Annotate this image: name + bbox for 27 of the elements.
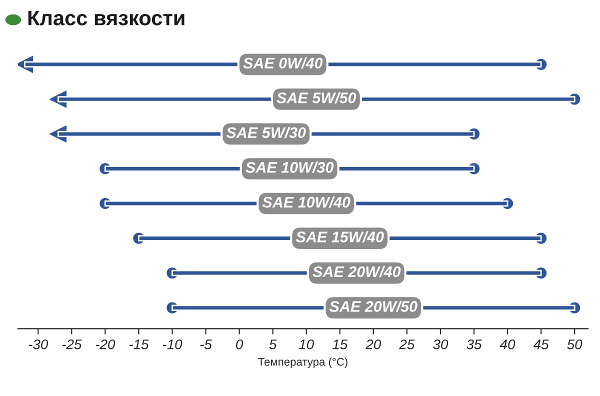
x-tick-label: 0 — [236, 339, 244, 350]
x-tick-label: 20 — [366, 339, 382, 350]
x-tick-label: 5 — [269, 340, 277, 350]
y-tick-label: SAE 0W/40 — [243, 57, 323, 69]
x-tick-label: 45 — [533, 340, 549, 350]
y-tick-label: SAE 15W/40 — [296, 231, 384, 243]
y-tick-label: SAE 10W/40 — [262, 196, 350, 208]
y-tick-label: SAE 5W/30 — [226, 126, 306, 138]
x-axis-title: Температура (°С) — [258, 358, 348, 368]
x-tick-label: -15 — [129, 340, 149, 350]
x-tick-label: 30 — [433, 339, 448, 350]
y-tick-label: SAE 10W/30 — [246, 162, 334, 173]
x-tick-label: 15 — [332, 340, 348, 350]
x-tick-label: -5 — [200, 340, 212, 350]
y-tick-label: SAE 20W/50 — [329, 300, 418, 312]
y-tick-label: SAE 5W/50 — [276, 92, 356, 104]
x-tick-label: -10 — [162, 339, 182, 350]
x-tick-label: 40 — [500, 339, 516, 350]
chart-title: Класс вязкости — [28, 10, 184, 26]
x-tick-label: -20 — [96, 339, 116, 350]
x-tick-label: 50 — [567, 339, 582, 350]
x-tick-label: -30 — [28, 339, 48, 350]
y-tick-label: SAE 20W/40 — [312, 266, 401, 278]
x-tick-label: 35 — [466, 339, 482, 350]
x-tick-label: 10 — [298, 339, 314, 350]
x-tick-label: 25 — [399, 339, 415, 350]
x-tick-label: -25 — [62, 339, 82, 350]
